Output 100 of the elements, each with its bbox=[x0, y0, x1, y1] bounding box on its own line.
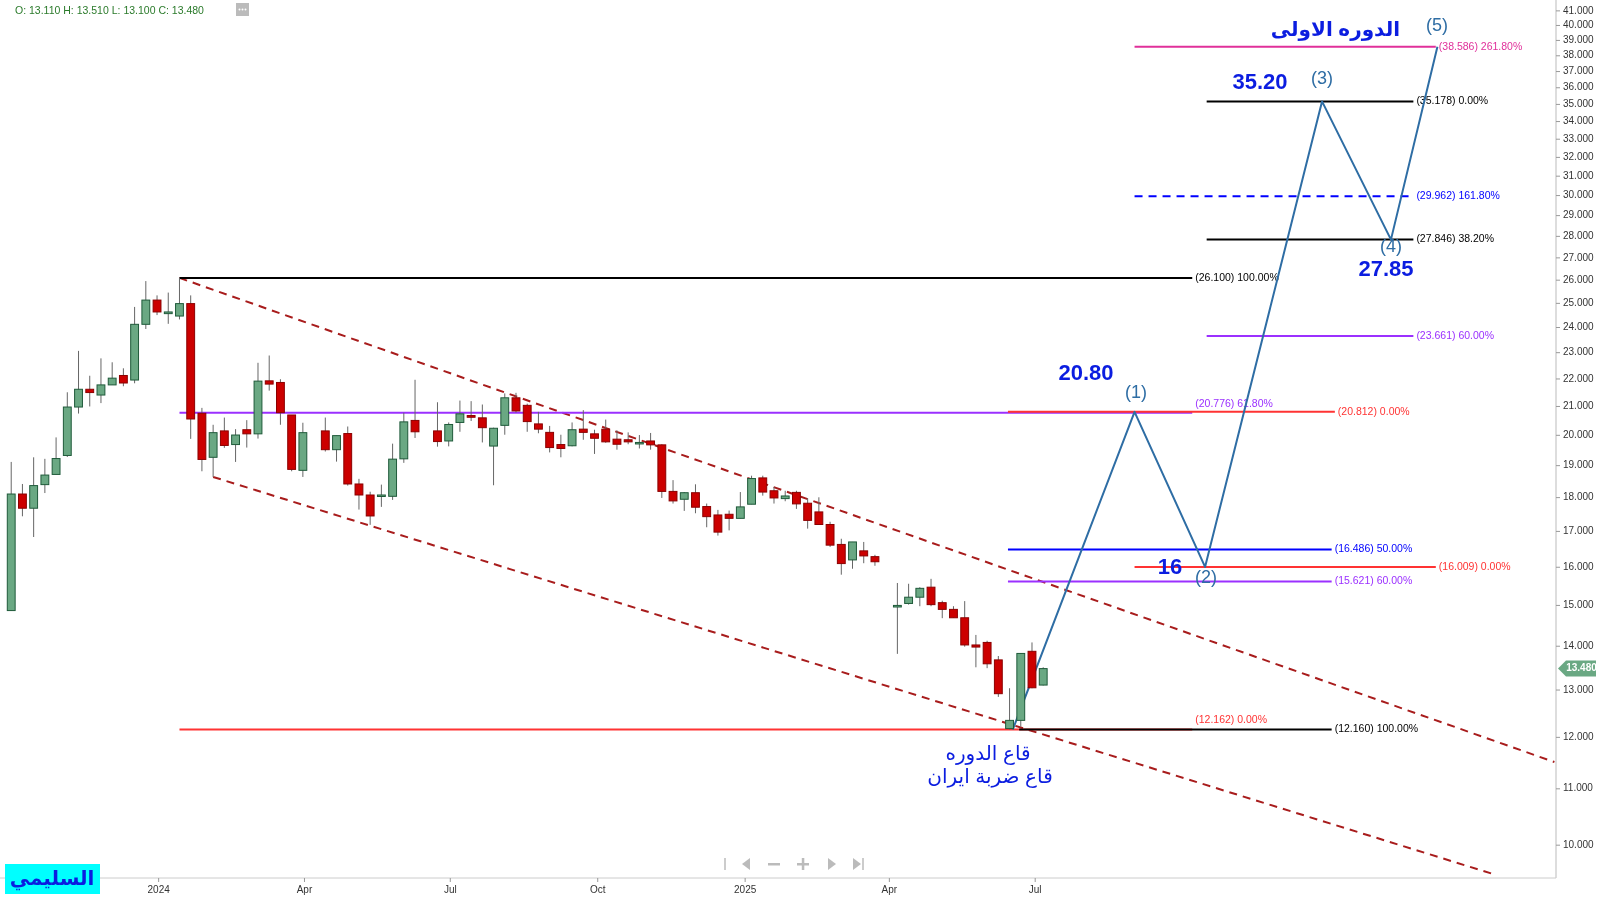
candlestick bbox=[556, 434, 566, 458]
series-label: (16.009) 0.00% bbox=[1438, 559, 1511, 572]
candlestick bbox=[231, 428, 240, 463]
candlestick bbox=[825, 521, 835, 548]
candlestick bbox=[713, 509, 723, 537]
candlestick bbox=[365, 491, 375, 526]
candlestick bbox=[320, 417, 330, 452]
candlestick bbox=[578, 409, 588, 441]
y-tick-label: 15.000 bbox=[1563, 599, 1595, 611]
candlestick bbox=[691, 483, 700, 514]
y-tick-label: 27.000 bbox=[1563, 251, 1595, 263]
candlestick bbox=[332, 435, 341, 463]
candlestick bbox=[769, 486, 779, 505]
annotation: قاع الدوره bbox=[945, 742, 1031, 766]
series-label: (29.962) 161.80% bbox=[1416, 189, 1500, 202]
series-label: (20.812) 0.00% bbox=[1337, 404, 1410, 417]
y-tick-label: 31.000 bbox=[1563, 169, 1595, 181]
candlestick bbox=[410, 379, 420, 439]
y-tick-label: 34.000 bbox=[1563, 115, 1595, 127]
candlestick bbox=[242, 419, 252, 449]
y-tick-label: 25.000 bbox=[1563, 297, 1595, 309]
y-tick-label: 37.000 bbox=[1563, 65, 1595, 77]
y-tick-label: 12.000 bbox=[1563, 731, 1595, 743]
annotation: قاع ضربة ايران bbox=[927, 765, 1053, 789]
candlestick bbox=[758, 475, 768, 497]
candlestick bbox=[545, 425, 555, 453]
y-tick-label: 29.000 bbox=[1563, 209, 1595, 221]
y-tick-label: 28.000 bbox=[1563, 230, 1595, 241]
candlestick bbox=[982, 640, 992, 669]
series-label: (16.486) 50.00% bbox=[1334, 542, 1413, 555]
candlestick bbox=[971, 634, 981, 668]
y-tick-label: 36.000 bbox=[1563, 81, 1595, 93]
candlestick bbox=[376, 484, 386, 508]
candlestick bbox=[444, 421, 454, 447]
candlestick bbox=[477, 404, 487, 443]
y-tick-label: 11.000 bbox=[1563, 782, 1594, 794]
candlestick bbox=[792, 490, 801, 510]
x-tick-label: Jul bbox=[1028, 884, 1042, 895]
y-tick-label: 24.000 bbox=[1563, 321, 1595, 333]
annotation: 27.85 bbox=[1358, 255, 1414, 281]
series-label: (12.162) 0.00% bbox=[1195, 713, 1268, 726]
y-tick-label: 23.000 bbox=[1563, 346, 1595, 358]
y-tick-label: 35.000 bbox=[1563, 98, 1595, 110]
candlestick bbox=[489, 427, 498, 486]
y-tick-label: 18.000 bbox=[1563, 491, 1595, 503]
annotation: 20.80 bbox=[1058, 359, 1114, 385]
candlestick bbox=[40, 458, 50, 494]
series-label: (27.846) 38.20% bbox=[1416, 232, 1495, 245]
candlestick bbox=[735, 491, 745, 519]
y-tick-label: 32.000 bbox=[1563, 151, 1595, 163]
candlestick bbox=[152, 294, 162, 316]
candlestick bbox=[870, 554, 880, 567]
candlestick bbox=[433, 401, 442, 448]
candlestick bbox=[1005, 687, 1014, 731]
text: الدوره الاولى bbox=[1270, 18, 1400, 42]
y-tick-label: 20.000 bbox=[1563, 428, 1595, 440]
series-label: (38.586) 261.80% bbox=[1438, 39, 1523, 52]
y-tick-label: 19.000 bbox=[1563, 459, 1595, 471]
candlestick bbox=[455, 400, 465, 433]
candlestick bbox=[612, 429, 622, 451]
text: 13.480 bbox=[1566, 662, 1597, 674]
y-tick-label: 13.000 bbox=[1563, 683, 1595, 695]
candlestick bbox=[522, 403, 532, 433]
candlestick bbox=[466, 400, 476, 422]
annotation: (1) bbox=[1125, 381, 1147, 402]
y-tick-label: 16.000 bbox=[1563, 560, 1595, 572]
annotation: السليمي bbox=[9, 867, 95, 892]
chart-subtitle: O: 13.110 H: 13.510 L: 13.100 C: 13.480 bbox=[15, 3, 205, 16]
candlestick bbox=[219, 417, 229, 449]
y-tick-label: 33.000 bbox=[1563, 132, 1595, 144]
y-tick-label: 10.000 bbox=[1563, 838, 1595, 850]
candlestick bbox=[1038, 666, 1048, 687]
y-tick-label: 38.000 bbox=[1563, 49, 1595, 61]
x-tick-label: 2025 bbox=[734, 884, 757, 895]
candlestick bbox=[107, 361, 117, 386]
series-label: (15.621) 60.00% bbox=[1334, 574, 1413, 587]
candlestick bbox=[892, 582, 902, 655]
y-tick-label: 41.000 bbox=[1563, 4, 1595, 16]
y-tick-label: 21.000 bbox=[1563, 400, 1595, 412]
candlestick bbox=[354, 478, 364, 511]
candlestick bbox=[590, 429, 599, 455]
candlestick bbox=[915, 586, 925, 607]
annotation: (3) bbox=[1311, 67, 1333, 88]
x-tick-label: Apr bbox=[296, 884, 313, 895]
y-tick-label: 26.000 bbox=[1563, 273, 1595, 285]
candlestick bbox=[679, 491, 689, 512]
series-label: (12.160) 100.00% bbox=[1334, 722, 1419, 735]
annotation: 35.20 bbox=[1232, 68, 1288, 94]
candlestick bbox=[904, 583, 914, 606]
candlestick bbox=[803, 497, 813, 530]
candlestick bbox=[702, 503, 712, 528]
candlestick bbox=[163, 292, 173, 325]
x-tick-label: Oct bbox=[589, 884, 606, 895]
candlestick bbox=[18, 483, 27, 517]
candlestick bbox=[175, 277, 184, 320]
y-tick-label: 22.000 bbox=[1563, 372, 1595, 384]
y-tick-label: 30.000 bbox=[1563, 189, 1595, 201]
x-tick-label: Jul bbox=[443, 884, 457, 895]
annotation: (5) bbox=[1426, 14, 1448, 35]
candlestick bbox=[534, 411, 543, 434]
